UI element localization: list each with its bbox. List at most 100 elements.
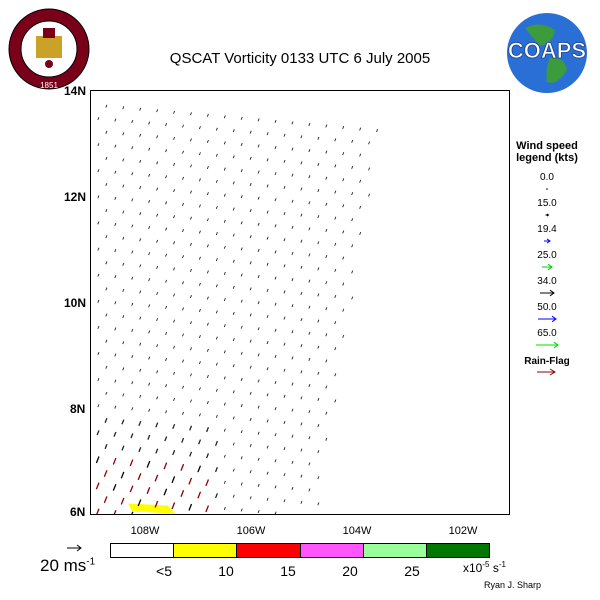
wind-vector xyxy=(223,506,226,511)
wind-vector xyxy=(156,239,159,243)
wind-vector xyxy=(198,308,201,312)
wind-vector xyxy=(308,227,311,231)
wind-vector xyxy=(122,288,125,293)
wind-vector xyxy=(223,245,226,249)
wind-vector xyxy=(274,276,277,280)
wind-vector xyxy=(215,232,218,236)
wind-legend-value: 34.0 xyxy=(537,276,557,287)
wind-vector xyxy=(274,485,277,489)
wind-vector xyxy=(266,210,269,214)
wind-vector xyxy=(317,293,320,297)
wind-vector xyxy=(155,422,159,428)
wind-vector xyxy=(257,222,260,226)
wind-vector xyxy=(232,390,235,394)
wind-vector xyxy=(113,510,117,514)
colorbar-label-5: <5 xyxy=(156,563,172,579)
wind-vector xyxy=(190,242,192,246)
wind-vector xyxy=(257,379,260,383)
colorbar-segment xyxy=(299,544,363,557)
wind-vector xyxy=(308,175,311,179)
wind-vector xyxy=(249,287,252,291)
wind-vector xyxy=(206,192,209,196)
wind-vector xyxy=(131,224,134,228)
wind-vector xyxy=(308,383,311,388)
wind-vector xyxy=(95,456,100,464)
wind-vector xyxy=(266,341,269,345)
wind-vector xyxy=(114,405,117,409)
wind-vector xyxy=(257,274,260,279)
wind-vector xyxy=(308,305,311,309)
wind-legend-value: 50.0 xyxy=(537,302,557,313)
wind-vector xyxy=(325,124,328,128)
wind-vector xyxy=(257,353,260,357)
wind-legend-arrow-icon xyxy=(536,341,559,349)
wind-vector xyxy=(317,502,320,506)
colorbar-segment xyxy=(236,544,300,557)
wind-vector xyxy=(105,209,108,213)
wind-vector xyxy=(257,118,260,122)
wind-vector xyxy=(114,170,117,174)
wind-vector xyxy=(223,167,226,171)
wind-vector xyxy=(274,198,277,202)
wind-vector xyxy=(131,511,134,514)
wind-vector xyxy=(342,204,345,208)
wind-legend-arrow-icon xyxy=(538,315,557,323)
wind-vector xyxy=(190,294,192,299)
wind-vector xyxy=(351,244,354,248)
wind-vector xyxy=(325,385,328,389)
wind-vector xyxy=(165,358,168,362)
wind-vector xyxy=(112,483,117,491)
wind-vector xyxy=(240,247,243,251)
wind-vector xyxy=(173,397,176,402)
wind-vector xyxy=(165,410,168,414)
reference-arrow-label: 20 ms-1 xyxy=(40,556,96,575)
wind-vector xyxy=(173,162,176,167)
wind-vector xyxy=(325,202,328,206)
wind-vector xyxy=(131,172,134,176)
fsu-seal-logo: 1851 xyxy=(8,8,90,90)
wind-vector xyxy=(291,251,294,256)
wind-vector xyxy=(274,172,277,176)
wind-vector xyxy=(240,404,243,408)
wind-vector xyxy=(249,391,252,395)
wind-vector xyxy=(291,408,294,412)
wind-vector xyxy=(205,479,210,487)
wind-vector xyxy=(359,205,362,209)
wind-vector xyxy=(300,396,303,400)
wind-vector xyxy=(190,373,192,377)
wind-vector xyxy=(283,342,286,346)
wind-vector xyxy=(300,474,303,478)
wind-vector xyxy=(214,493,218,499)
wind-vector xyxy=(291,225,294,229)
wind-vector xyxy=(96,508,100,514)
lat-label-14n: 14N xyxy=(64,84,87,98)
wind-vector xyxy=(105,182,108,187)
wind-vector xyxy=(325,281,328,285)
wind-vector xyxy=(112,457,117,465)
wind-vector xyxy=(198,126,201,130)
wind-vector xyxy=(342,256,345,260)
wind-vector xyxy=(173,110,176,114)
colorbar-label-25: 25 xyxy=(404,563,420,579)
wind-vector xyxy=(172,450,176,456)
wind-vector xyxy=(97,299,100,303)
wind-vector xyxy=(342,178,345,182)
wind-vector xyxy=(182,176,184,180)
wind-vector xyxy=(334,216,337,220)
wind-vector xyxy=(291,434,294,438)
wind-vector xyxy=(223,115,226,119)
wind-vector xyxy=(131,250,134,254)
wind-vector xyxy=(148,252,151,256)
wind-vector xyxy=(146,486,151,494)
wind-vector xyxy=(266,132,269,136)
wind-vector xyxy=(257,170,260,174)
wind-vector xyxy=(103,470,108,478)
wind-vector xyxy=(104,443,108,450)
wind-vector xyxy=(325,150,328,154)
wind-vector xyxy=(139,185,142,190)
wind-vector xyxy=(291,330,294,334)
wind-vector xyxy=(300,135,303,139)
wind-vector xyxy=(165,305,168,309)
wind-vector xyxy=(325,411,328,415)
wind-vector xyxy=(274,328,277,332)
